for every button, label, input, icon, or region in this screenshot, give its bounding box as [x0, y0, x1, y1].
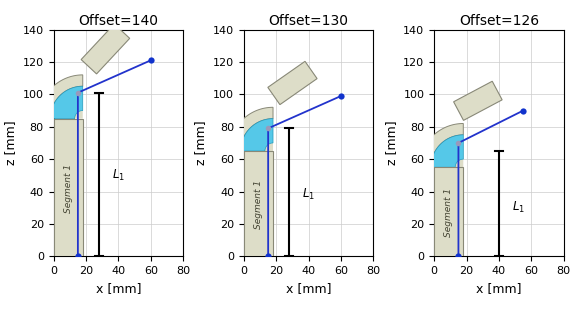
Text: Segment 1: Segment 1 [64, 164, 72, 213]
Text: Segment 1: Segment 1 [254, 180, 263, 229]
Text: Segment 1: Segment 1 [444, 188, 453, 237]
Polygon shape [240, 119, 273, 151]
Bar [434, 167, 463, 256]
Polygon shape [455, 159, 463, 167]
Bar [244, 151, 273, 256]
Polygon shape [431, 135, 463, 167]
Title: Offset=130: Offset=130 [269, 14, 348, 28]
Text: $L_1$: $L_1$ [112, 168, 125, 183]
Polygon shape [51, 86, 83, 119]
Text: $L_1$: $L_1$ [302, 187, 315, 202]
X-axis label: x [mm]: x [mm] [95, 282, 141, 295]
Title: Offset=126: Offset=126 [459, 14, 539, 28]
Y-axis label: z [mm]: z [mm] [194, 121, 208, 165]
Polygon shape [420, 124, 463, 167]
Polygon shape [39, 75, 83, 119]
Text: $L_1$: $L_1$ [512, 200, 525, 215]
Polygon shape [75, 111, 83, 119]
Polygon shape [454, 81, 502, 121]
Y-axis label: z [mm]: z [mm] [385, 121, 398, 165]
Title: Offset=140: Offset=140 [78, 14, 158, 28]
Polygon shape [265, 143, 273, 151]
Y-axis label: z [mm]: z [mm] [4, 121, 17, 165]
Polygon shape [229, 107, 273, 151]
Polygon shape [268, 61, 317, 105]
Bar [53, 119, 83, 256]
X-axis label: x [mm]: x [mm] [476, 282, 522, 295]
X-axis label: x [mm]: x [mm] [286, 282, 331, 295]
Polygon shape [81, 24, 130, 74]
